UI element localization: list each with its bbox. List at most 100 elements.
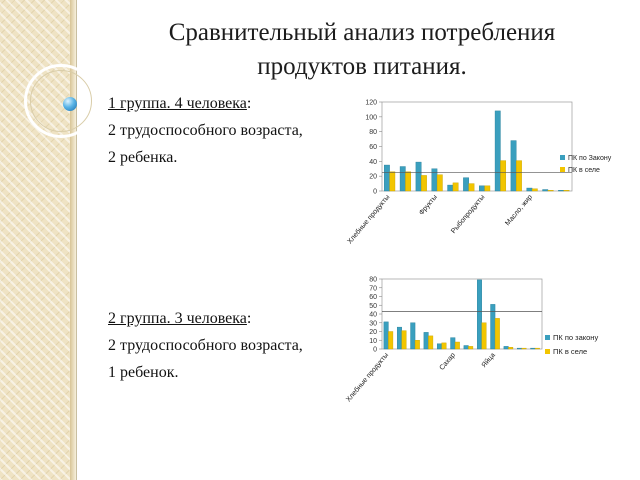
category-label: Хлебные продукты — [346, 193, 392, 245]
decorative-circle-inner — [30, 70, 92, 132]
bar-1-8 — [510, 140, 517, 192]
bar-2-8 — [494, 318, 500, 350]
decorative-circle-outer — [24, 64, 98, 138]
group2-label-colon: : — [246, 310, 252, 327]
legend-swatch — [560, 155, 565, 160]
bar-2-9 — [508, 347, 514, 350]
y-tick-label: 80 — [369, 129, 377, 136]
bar-1-0 — [384, 164, 390, 192]
bar-2-0 — [388, 331, 394, 350]
bar-2-2 — [414, 340, 420, 350]
y-tick-label: 20 — [369, 174, 377, 181]
bar-1-11 — [530, 347, 536, 350]
legend-label: ПК в селе — [553, 347, 587, 356]
bar-1-10 — [516, 347, 522, 350]
group2-description: 2 группа. 3 человека: 2 трудоспособного … — [108, 305, 303, 386]
bar-2-11 — [563, 190, 570, 192]
slide-title-line2: продуктов питания. — [257, 53, 467, 80]
bar-1-7 — [476, 279, 482, 350]
bar-1-6 — [463, 345, 469, 350]
bar-2-9 — [531, 188, 538, 192]
bar-1-3 — [431, 168, 438, 192]
y-tick-label: 40 — [369, 312, 377, 319]
bar-2-4 — [441, 342, 447, 350]
bar-1-10 — [542, 189, 549, 192]
decorative-line — [76, 0, 77, 480]
group2-heading: 2 группа. 3 человека: — [108, 305, 303, 332]
y-tick-label: 60 — [369, 294, 377, 301]
category-label: Рыбопродукты — [449, 193, 486, 235]
bar-1-0 — [383, 321, 389, 350]
bar-2-6 — [484, 185, 491, 192]
bar-1-7 — [494, 110, 501, 192]
group1-line2: 2 трудоспособного возраста, — [108, 122, 303, 139]
group1-description: 1 группа. 4 человека: 2 трудоспособного … — [108, 90, 303, 171]
bar-1-9 — [503, 346, 509, 350]
y-tick-label: 0 — [373, 189, 377, 196]
legend-swatch — [545, 335, 550, 340]
group1-label-colon: : — [246, 95, 252, 112]
category-label: Яйца — [480, 351, 497, 369]
group1-label-suffix: . 4 человека — [166, 95, 247, 112]
y-tick-label: 70 — [369, 285, 377, 292]
legend-swatch — [545, 349, 550, 354]
bar-2-0 — [389, 171, 396, 192]
decorative-band-edge — [70, 0, 76, 480]
group2-line3: 1 ребенок. — [108, 364, 179, 381]
group2-line2: 2 трудоспособного возраста, — [108, 337, 303, 354]
decorative-ball-icon — [63, 97, 77, 111]
legend-label: ПК в селе — [568, 167, 600, 174]
bar-1-9 — [526, 187, 533, 192]
bar-1-5 — [450, 337, 456, 350]
slide-title-line1: Сравнительный анализ потребления — [168, 19, 556, 46]
y-tick-label: 50 — [369, 303, 377, 310]
bar-2-2 — [421, 175, 427, 192]
bar-1-5 — [463, 177, 469, 192]
group1-label: 1 группа — [108, 95, 167, 112]
group2-label: 2 группа — [108, 310, 167, 327]
bar-2-10 — [521, 347, 527, 350]
bar-2-11 — [534, 347, 540, 350]
category-label: Хлебные продукты — [344, 351, 390, 403]
bar-1-3 — [423, 332, 429, 350]
bar-2-3 — [436, 174, 443, 192]
bar-2-3 — [428, 335, 434, 350]
bar-2-1 — [405, 171, 412, 192]
y-tick-label: 0 — [373, 347, 377, 354]
y-tick-label: 30 — [369, 320, 377, 327]
bar-1-2 — [410, 322, 416, 350]
y-tick-label: 40 — [369, 159, 377, 166]
bar-1-4 — [436, 343, 442, 350]
y-tick-label: 10 — [369, 338, 377, 345]
group1-line3: 2 ребенка. — [108, 149, 178, 166]
group1-heading: 1 группа. 4 человека: — [108, 90, 303, 117]
bar-2-5 — [454, 341, 460, 350]
y-tick-label: 120 — [365, 100, 377, 107]
bar-2-6 — [468, 346, 474, 350]
category-label: Масло, жир — [504, 194, 534, 227]
bar-2-10 — [547, 190, 554, 192]
legend-label: ПК по Закону — [568, 155, 612, 162]
bar-2-4 — [452, 182, 459, 192]
category-label: Фрукты — [418, 194, 439, 217]
group2-label-suffix: . 3 человека — [166, 310, 247, 327]
bar-1-6 — [479, 185, 485, 192]
legend-swatch — [560, 167, 565, 172]
bar-2-7 — [500, 160, 507, 192]
bar-1-2 — [415, 161, 422, 192]
bar-1-1 — [399, 166, 406, 192]
bar-1-1 — [396, 326, 402, 350]
y-tick-label: 60 — [369, 144, 377, 151]
legend-label: ПК по закону — [553, 333, 598, 342]
bar-2-7 — [481, 322, 487, 350]
y-tick-label: 100 — [365, 114, 377, 121]
chart-group1: 0 20 40 60 80 100 120 Хлебные продукты Фрукты Рыб… — [346, 100, 612, 246]
bar-2-1 — [401, 330, 407, 350]
bar-2-5 — [468, 183, 475, 192]
bar-1-4 — [447, 184, 454, 192]
bar-1-11 — [558, 190, 564, 192]
bar-2-8 — [516, 160, 522, 192]
slide-title: Сравнительный анализ потребления продукт… — [112, 16, 612, 84]
category-label: Сахар — [438, 352, 456, 372]
